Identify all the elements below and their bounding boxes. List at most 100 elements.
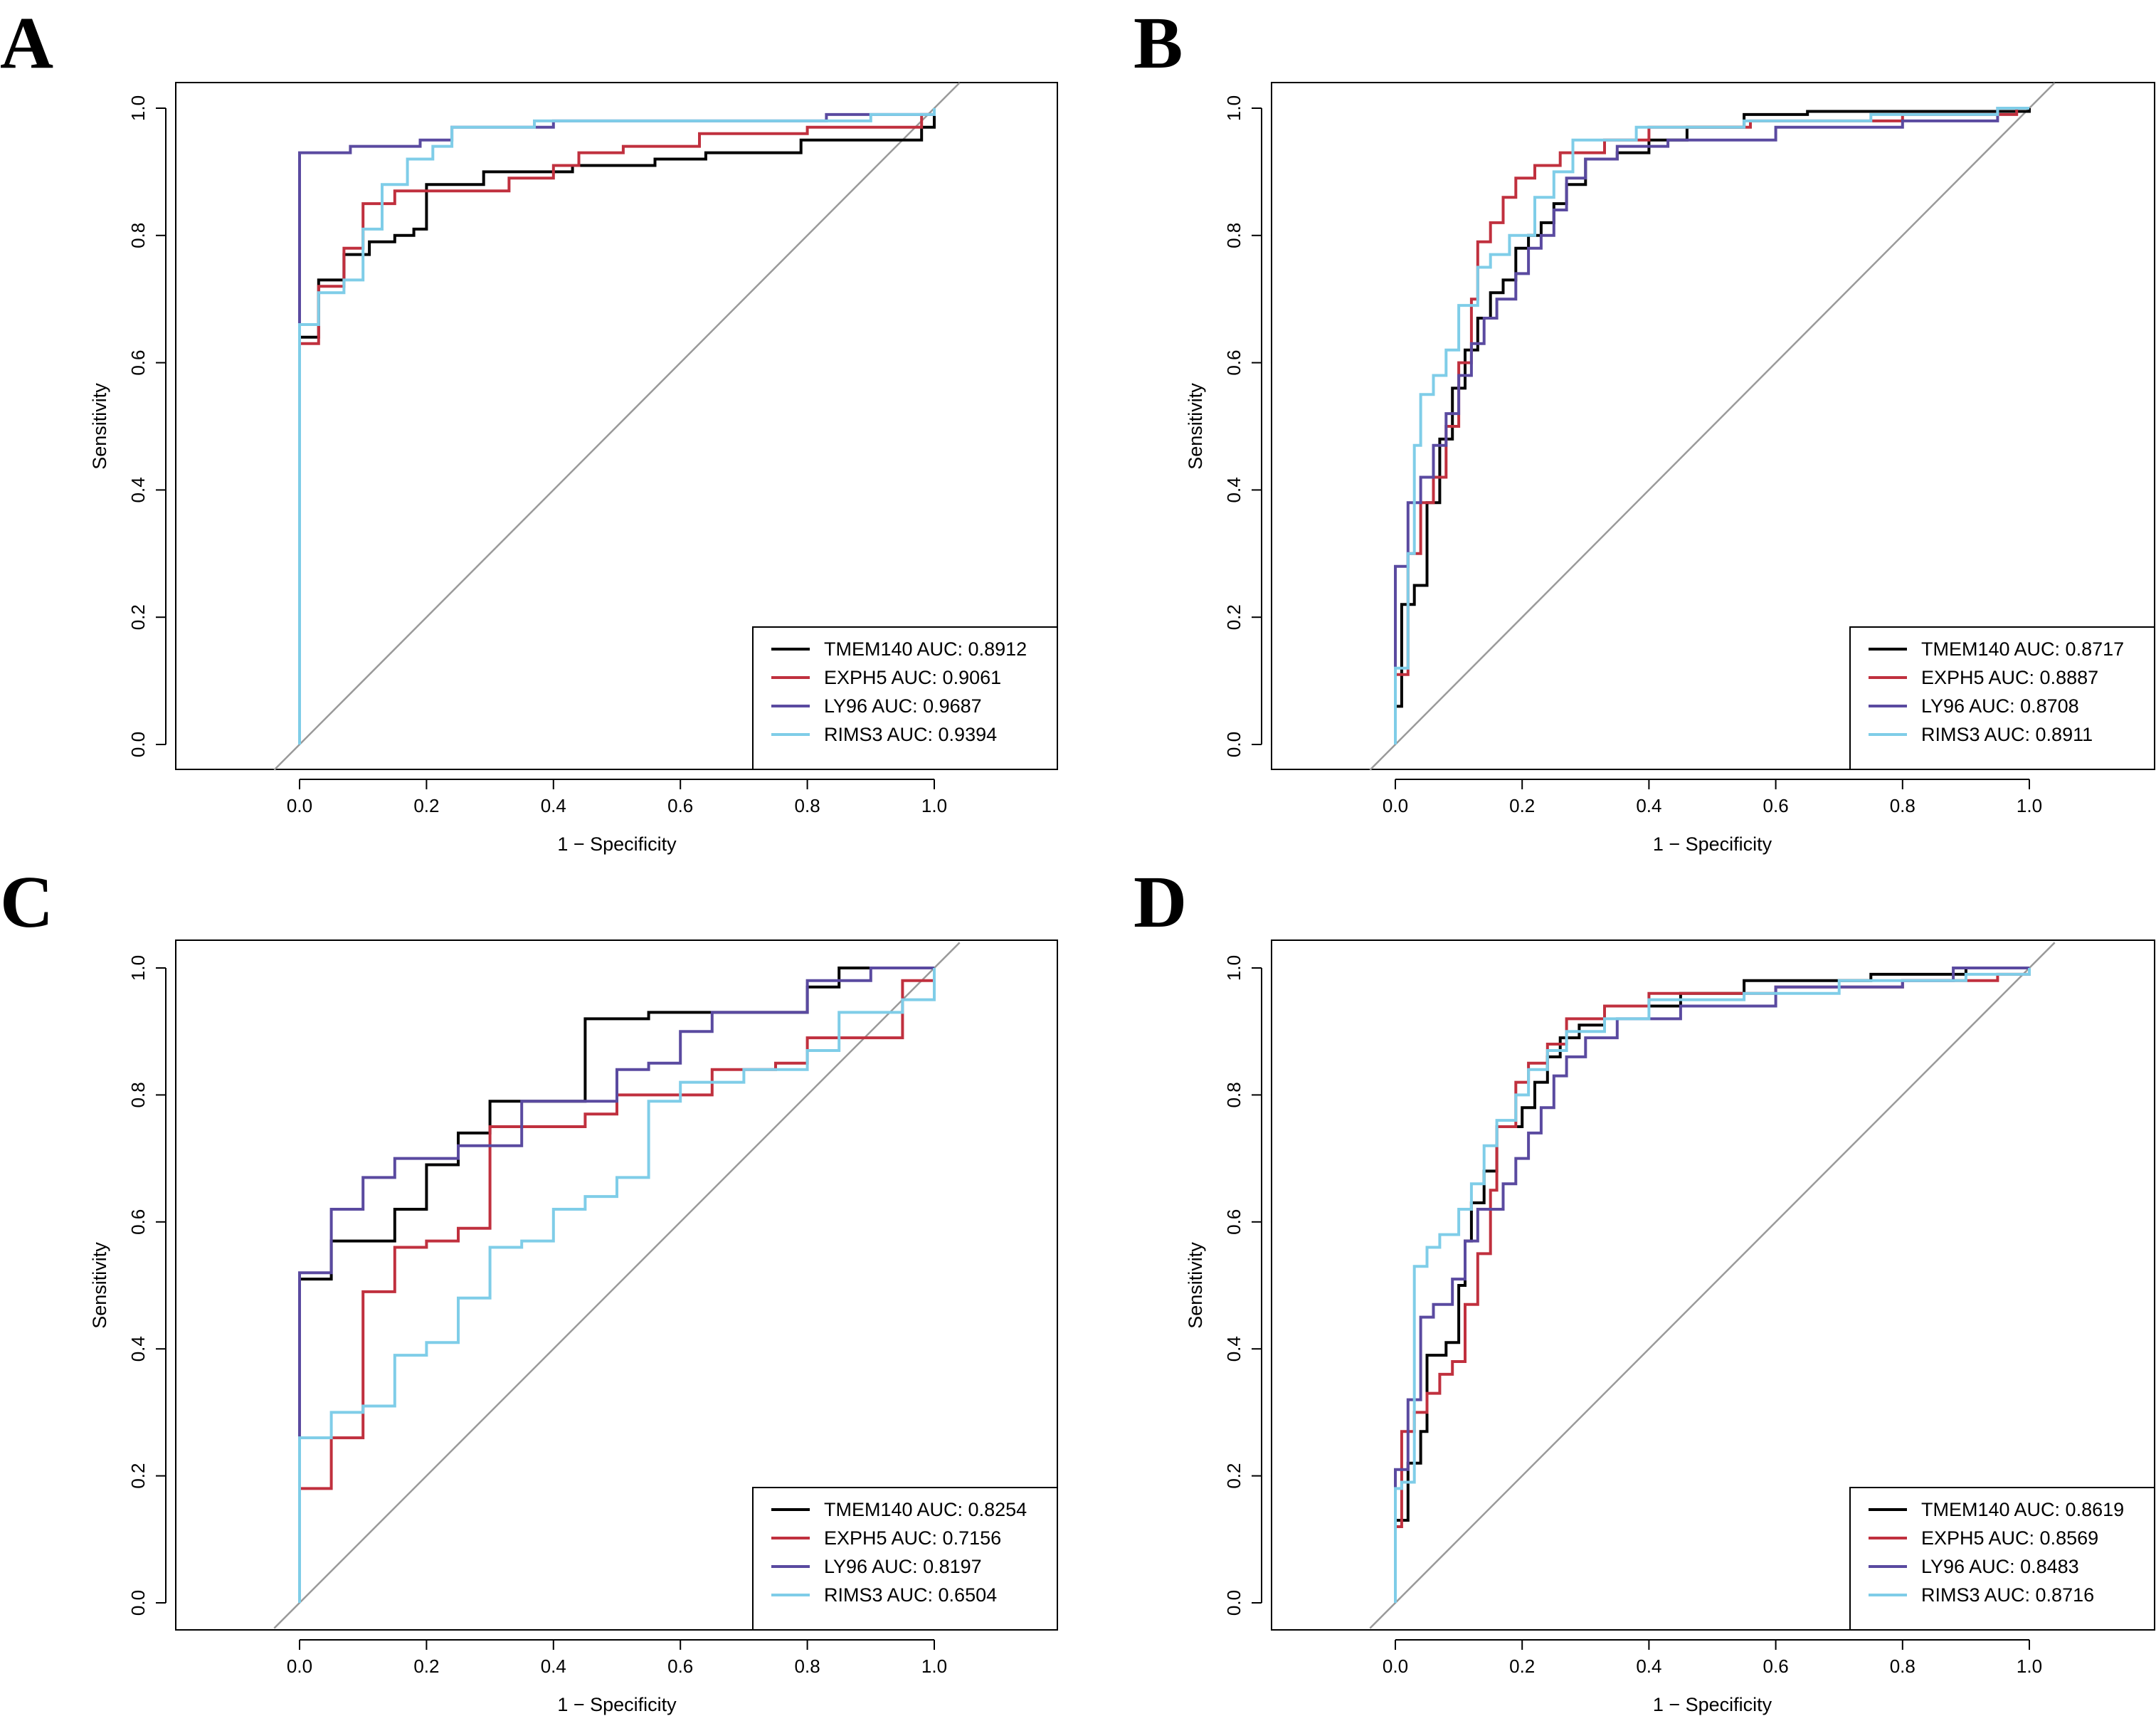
- y-tick-label: 0.2: [127, 1463, 149, 1489]
- plot-frame: [175, 82, 1058, 770]
- legend-label: TMEM140 AUC: 0.8912: [824, 638, 1027, 660]
- y-axis-title: Sensitivity: [1185, 383, 1206, 470]
- x-tick-label: 0.8: [795, 1656, 820, 1677]
- reference-diagonal: [273, 942, 961, 1629]
- x-tick-label: 1.0: [2017, 795, 2042, 816]
- x-tick-label: 0.2: [413, 795, 439, 816]
- x-axis-title: 1 − Specificity: [1653, 833, 1772, 855]
- reference-diagonal: [273, 82, 961, 771]
- x-tick-label: 0.2: [1509, 795, 1535, 816]
- legend-box: [752, 626, 1058, 770]
- roc-curve-rims3: [1394, 107, 2029, 744]
- reference-diagonal: [1369, 942, 2056, 1629]
- x-tick-label: 0.2: [1509, 1656, 1535, 1677]
- x-tick-label: 0.0: [287, 1656, 312, 1677]
- y-tick-label: 0.0: [1223, 732, 1245, 757]
- panel-c: C 0.0 0.2 0.4 0.6 0.8 1.0 1 − Specificity 0.0 0.2…: [0, 861, 1058, 1715]
- plot-frame: [1271, 939, 2155, 1631]
- legend-label: EXPH5 AUC: 0.9061: [824, 667, 1001, 688]
- y-axis-title: Sensitivity: [89, 383, 110, 470]
- roc-curve-ly96: [298, 967, 934, 1603]
- legend-label: TMEM140 AUC: 0.8254: [824, 1499, 1027, 1520]
- legend-label: EXPH5 AUC: 0.8569: [1921, 1527, 2098, 1549]
- x-tick-label: 1.0: [2017, 1656, 2042, 1677]
- legend-label: RIMS3 AUC: 0.9394: [824, 724, 997, 745]
- roc-curve-ly96: [1394, 967, 2029, 1603]
- x-tick-label: 0.8: [1890, 1656, 1915, 1677]
- legend-label: TMEM140 AUC: 0.8717: [1921, 638, 2124, 660]
- x-tick-label: 0.8: [1890, 795, 1915, 816]
- x-tick-label: 0.6: [667, 795, 693, 816]
- legend-label: LY96 AUC: 0.8483: [1921, 1556, 2079, 1577]
- y-tick-label: 0.0: [127, 1590, 149, 1616]
- y-tick-label: 0.6: [1223, 350, 1245, 376]
- legend-label: EXPH5 AUC: 0.8887: [1921, 667, 2098, 688]
- panel-letter: A: [0, 2, 53, 84]
- y-tick-label: 0.4: [1223, 1336, 1245, 1362]
- x-tick-label: 0.4: [1636, 795, 1661, 816]
- y-tick-label: 0.4: [127, 477, 149, 502]
- panel-letter: C: [0, 861, 53, 943]
- y-tick-label: 1.0: [127, 95, 149, 121]
- x-tick-label: 0.6: [1763, 1656, 1789, 1677]
- reference-diagonal: [1369, 82, 2056, 771]
- plot-frame: [1271, 82, 2155, 770]
- y-tick-label: 0.2: [1223, 604, 1245, 630]
- x-tick-label: 1.0: [921, 795, 947, 816]
- y-tick-label: 0.4: [1223, 477, 1245, 502]
- x-tick-label: 0.8: [795, 795, 820, 816]
- roc-curve-ly96: [1394, 107, 2029, 744]
- x-axis-title: 1 − Specificity: [557, 1694, 677, 1715]
- y-tick-label: 1.0: [1223, 95, 1245, 121]
- y-tick-label: 0.8: [1223, 1082, 1245, 1107]
- legend-box: [752, 1487, 1058, 1631]
- panel-a: A 0.0 0.2 0.4 0.6 0.8 1.0 1 − Specificity 0.0 0.2…: [0, 2, 1058, 855]
- panel-letter: D: [1134, 861, 1187, 943]
- legend-box: [1849, 1487, 2155, 1631]
- legend-label: RIMS3 AUC: 0.8716: [1921, 1584, 2094, 1606]
- x-axis-title: 1 − Specificity: [557, 833, 677, 855]
- y-tick-label: 0.6: [127, 1209, 149, 1235]
- legend-label: LY96 AUC: 0.8197: [824, 1556, 982, 1577]
- x-axis-title: 1 − Specificity: [1653, 1694, 1772, 1715]
- y-tick-label: 0.4: [127, 1336, 149, 1362]
- x-tick-label: 0.0: [1383, 1656, 1408, 1677]
- legend-label: LY96 AUC: 0.9687: [824, 695, 982, 717]
- y-axis-title: Sensitivity: [1185, 1242, 1206, 1329]
- x-tick-label: 0.0: [287, 795, 312, 816]
- x-tick-label: 0.2: [413, 1656, 439, 1677]
- plot-frame: [175, 939, 1058, 1631]
- y-tick-label: 0.0: [127, 732, 149, 757]
- y-tick-label: 0.0: [1223, 1590, 1245, 1616]
- y-tick-label: 0.2: [1223, 1463, 1245, 1489]
- panel-d: D 0.0 0.2 0.4 0.6 0.8 1.0 1 − Specificity 0.0 0.2…: [1134, 861, 2155, 1715]
- legend-label: TMEM140 AUC: 0.8619: [1921, 1499, 2124, 1520]
- roc-curve-rims3: [1394, 968, 2031, 1603]
- y-tick-label: 0.6: [1223, 1209, 1245, 1235]
- roc-curve-rims3: [298, 968, 936, 1603]
- roc-curve-exph5: [1394, 107, 2029, 744]
- x-tick-label: 0.6: [667, 1656, 693, 1677]
- panel-b: B 0.0 0.2 0.4 0.6 0.8 1.0 1 − Specificity 0.0 0.2…: [1134, 2, 2155, 855]
- y-tick-label: 0.6: [127, 350, 149, 376]
- y-tick-label: 1.0: [127, 955, 149, 981]
- roc-curve-rims3: [298, 108, 936, 744]
- x-tick-label: 0.4: [541, 795, 566, 816]
- legend-label: RIMS3 AUC: 0.6504: [824, 1584, 997, 1606]
- legend-label: LY96 AUC: 0.8708: [1921, 695, 2079, 717]
- x-tick-label: 1.0: [921, 1656, 947, 1677]
- panel-letter: B: [1134, 2, 1183, 84]
- y-tick-label: 0.8: [127, 223, 149, 248]
- y-tick-label: 0.8: [127, 1082, 149, 1107]
- x-tick-label: 0.0: [1383, 795, 1408, 816]
- legend-label: EXPH5 AUC: 0.7156: [824, 1527, 1001, 1549]
- x-tick-label: 0.4: [541, 1656, 566, 1677]
- y-tick-label: 0.8: [1223, 223, 1245, 248]
- legend-label: RIMS3 AUC: 0.8911: [1921, 724, 2093, 745]
- y-axis-title: Sensitivity: [89, 1242, 110, 1329]
- legend-box: [1849, 626, 2155, 770]
- y-tick-label: 1.0: [1223, 955, 1245, 981]
- y-tick-label: 0.2: [127, 604, 149, 630]
- x-tick-label: 0.4: [1636, 1656, 1661, 1677]
